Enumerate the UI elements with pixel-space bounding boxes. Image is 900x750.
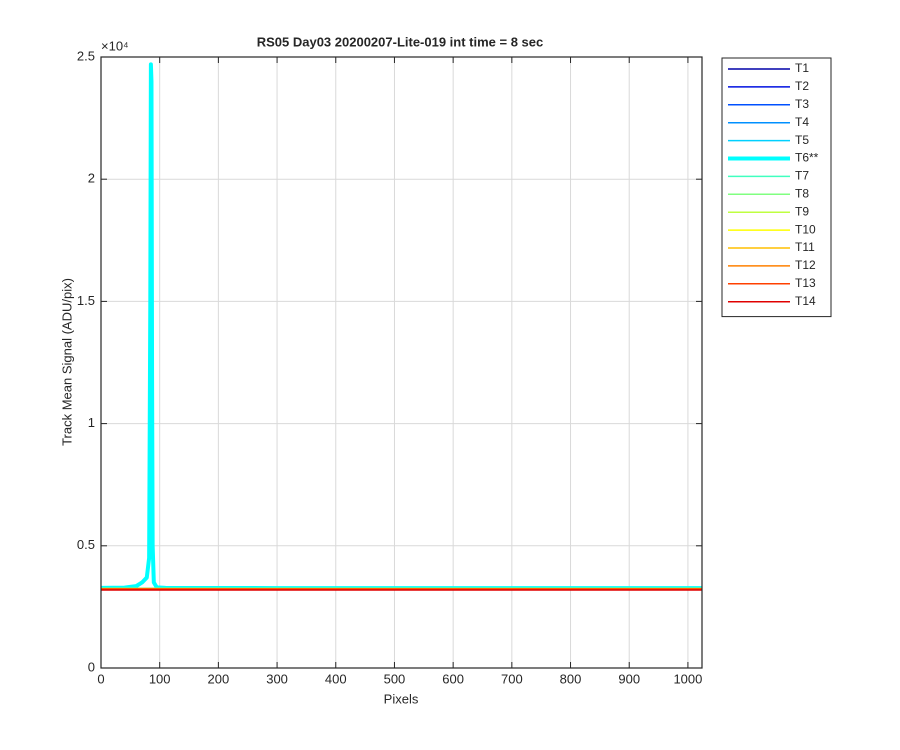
y-axis-label: Track Mean Signal (ADU/pix) <box>59 278 74 446</box>
x-axis-label: Pixels <box>384 691 419 706</box>
y-tick-label: 1 <box>88 415 95 430</box>
legend-label: T12 <box>795 258 816 272</box>
x-tick-label: 100 <box>149 671 171 686</box>
legend-label: T6** <box>795 151 819 165</box>
y-tick-label: 1.5 <box>77 293 95 308</box>
y-tick-label: 2 <box>88 171 95 186</box>
x-tick-label: 900 <box>618 671 640 686</box>
legend-label: T10 <box>795 222 816 236</box>
chart-title: RS05 Day03 20200207-Lite-019 int time = … <box>257 34 544 49</box>
x-tick-label: 800 <box>560 671 582 686</box>
x-tick-label: 1000 <box>673 671 702 686</box>
y-tick-label: 0.5 <box>77 537 95 552</box>
legend-label: T7 <box>795 169 809 183</box>
legend-label: T1 <box>795 61 809 75</box>
legend-label: T5 <box>795 133 809 147</box>
y-tick-label: 0 <box>88 659 95 674</box>
x-tick-label: 700 <box>501 671 523 686</box>
legend-label: T14 <box>795 294 816 308</box>
legend-label: T13 <box>795 276 816 290</box>
x-tick-label: 600 <box>442 671 464 686</box>
legend-label: T8 <box>795 186 809 200</box>
y-multiplier: ×10⁴ <box>101 38 129 53</box>
y-tick-label: 2.5 <box>77 48 95 63</box>
legend-label: T3 <box>795 97 809 111</box>
x-tick-label: 200 <box>208 671 230 686</box>
x-tick-label: 300 <box>266 671 288 686</box>
plot-frame <box>100 56 703 669</box>
legend-label: T9 <box>795 204 809 218</box>
legend-label: T2 <box>795 79 809 93</box>
x-tick-label: 0 <box>97 671 104 686</box>
x-tick-label: 400 <box>325 671 347 686</box>
legend-label: T11 <box>795 240 815 254</box>
legend-label: T4 <box>795 115 809 129</box>
x-tick-label: 500 <box>384 671 406 686</box>
legend-box <box>721 57 832 318</box>
